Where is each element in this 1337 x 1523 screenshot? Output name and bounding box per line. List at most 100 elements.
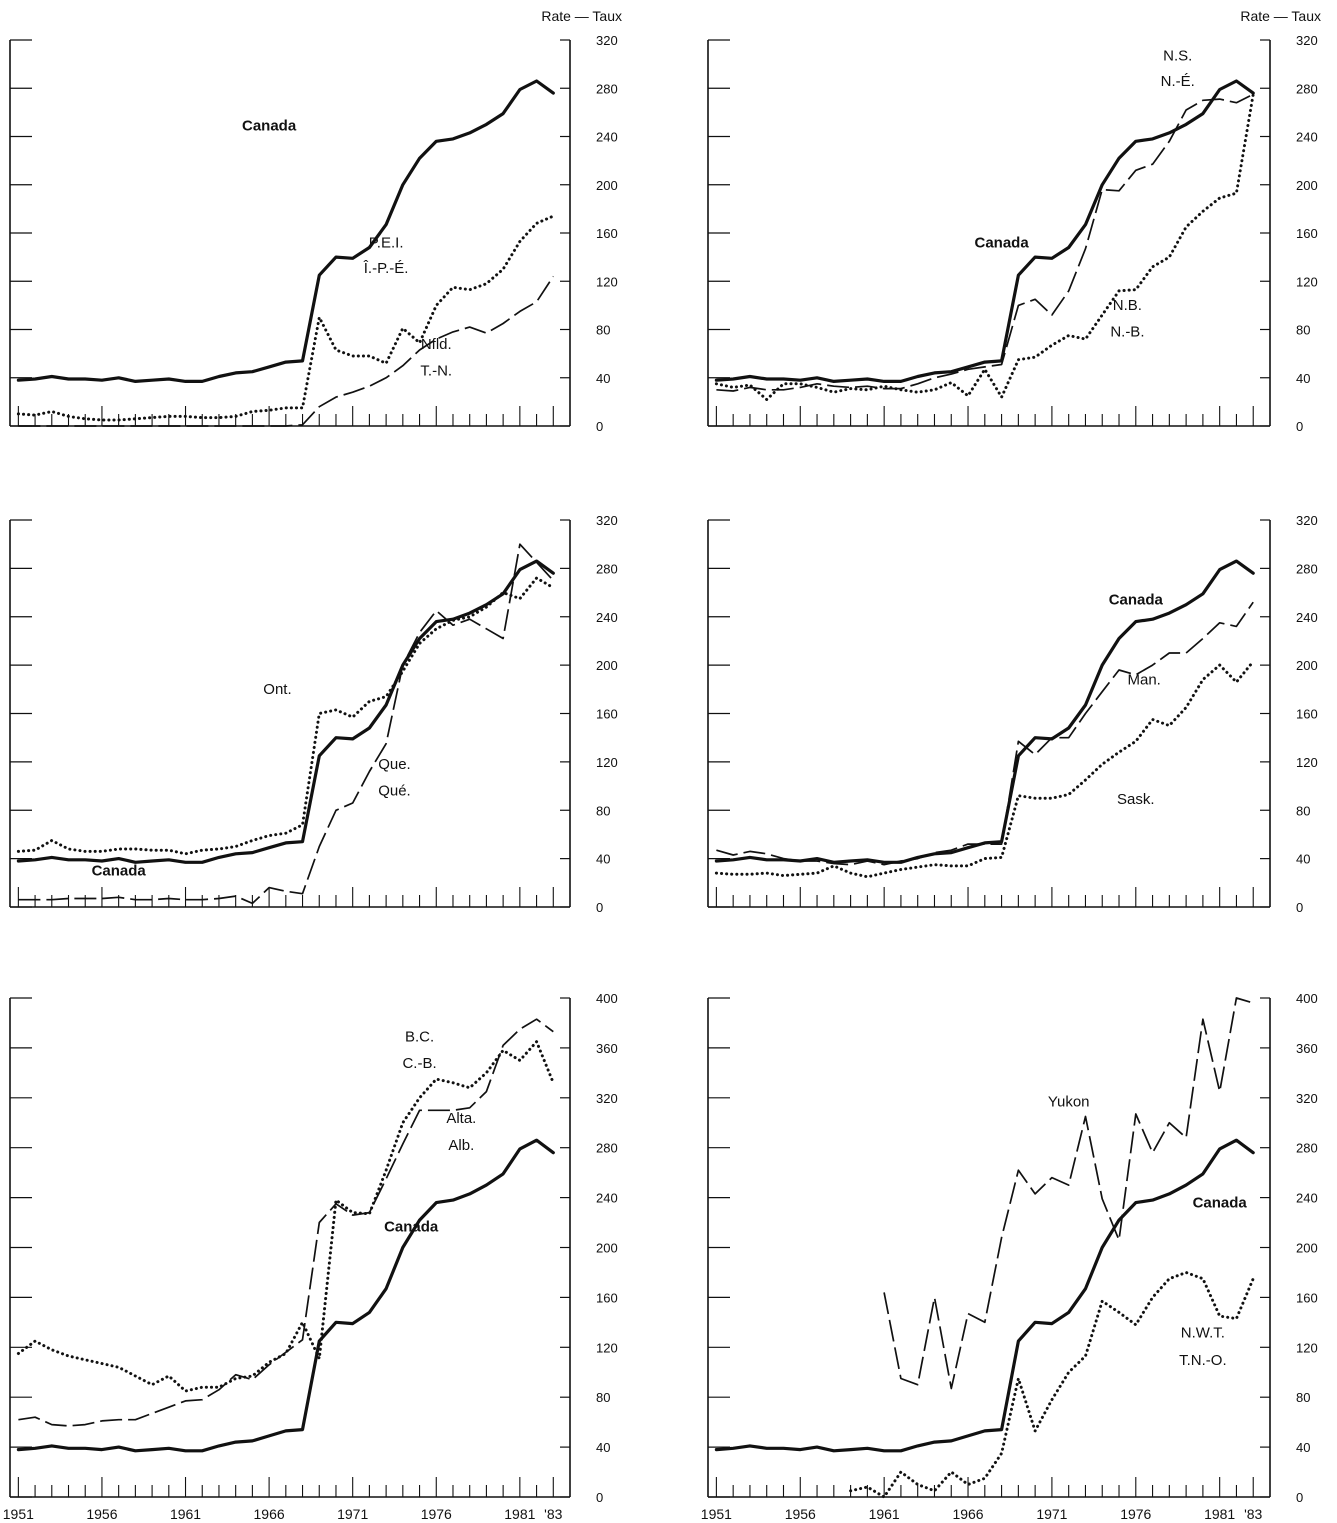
y-tick-label: 320 <box>1296 33 1318 48</box>
y-tick-label: 40 <box>1296 852 1310 867</box>
y-tick-label: 360 <box>1296 1041 1318 1056</box>
series-label: Yukon <box>1048 1094 1090 1111</box>
series-line-dotted <box>849 1271 1255 1499</box>
x-tick-label: 1956 <box>86 1506 117 1522</box>
y-tick-label: 200 <box>1296 658 1318 673</box>
y-tick-label: 120 <box>596 755 618 770</box>
y-tick-label: 0 <box>596 900 603 915</box>
series-label: Qué. <box>378 783 411 800</box>
y-tick-label: 80 <box>1296 803 1310 818</box>
series-label: T.N.-O. <box>1179 1352 1227 1369</box>
y-tick-label: 0 <box>1296 419 1303 434</box>
x-tick-label: '83 <box>544 1506 562 1522</box>
chart-panel-4: 0 40 80 120 160 200 240 280 320 Canada Man. Sask. <box>707 513 1318 915</box>
y-tick-label: 40 <box>596 852 610 867</box>
y-tick-label: 160 <box>1296 707 1318 722</box>
y-tick-label: 280 <box>1296 561 1318 576</box>
series-label: N.-É. <box>1161 73 1195 90</box>
chart-panel-6: 0 40 80 120 160 200 240 280 320 360 400 1951 1956 196… <box>701 991 1318 1522</box>
x-tick-label: 1956 <box>785 1506 816 1522</box>
chart-panel-5: 0 40 80 120 160 200 240 280 320 360 400 1951 1956 196… <box>3 991 618 1522</box>
series-label: C.-B. <box>402 1055 436 1072</box>
series-line-dotted <box>16 1040 555 1393</box>
y-tick-label: 200 <box>596 178 618 193</box>
series-label: P.E.I. <box>369 234 404 251</box>
y-tick-label: 120 <box>1296 755 1318 770</box>
series-label: Sask. <box>1117 791 1155 808</box>
y-tick-label: 400 <box>1296 991 1318 1006</box>
y-tick-label: 280 <box>1296 1141 1318 1156</box>
y-tick-label: 200 <box>1296 1241 1318 1256</box>
x-tick-label: 1971 <box>337 1506 368 1522</box>
x-tick-label: 1976 <box>1120 1506 1151 1522</box>
y-tick-label: 120 <box>1296 274 1318 289</box>
x-tick-label: 1981 <box>504 1506 535 1522</box>
series-label: N.S. <box>1163 48 1192 65</box>
series-line-solid <box>714 1138 1255 1453</box>
y-tick-label: 120 <box>596 1340 618 1355</box>
y-tick-label: 240 <box>1296 1191 1318 1206</box>
y-tick-label: 0 <box>596 419 603 434</box>
series-line-dashed <box>18 1018 554 1427</box>
series-label: Ont. <box>263 681 291 698</box>
y-tick-label: 80 <box>596 1390 610 1405</box>
series-line-dotted <box>714 92 1255 401</box>
y-tick-label: 400 <box>596 991 618 1006</box>
x-tick-label: 1966 <box>952 1506 983 1522</box>
series-line-solid <box>714 79 1255 383</box>
x-tick-label: '83 <box>1244 1506 1262 1522</box>
x-tick-label: 1966 <box>254 1506 285 1522</box>
x-tick-label: 1981 <box>1204 1506 1235 1522</box>
series-label: Man. <box>1127 671 1160 688</box>
series-line-dotted <box>714 660 1255 879</box>
y-tick-label: 320 <box>596 33 618 48</box>
y-tick-label: 280 <box>596 81 618 96</box>
y-tick-label: 120 <box>596 274 618 289</box>
y-tick-label: 200 <box>596 658 618 673</box>
y-tick-label: 40 <box>1296 371 1310 386</box>
y-tick-label: 360 <box>596 1041 618 1056</box>
y-tick-label: 80 <box>596 803 610 818</box>
series-line-solid <box>16 79 555 383</box>
series-label: N.W.T. <box>1181 1324 1225 1341</box>
y-tick-label: 160 <box>1296 226 1318 241</box>
series-line-dashed <box>716 601 1254 866</box>
y-tick-label: 120 <box>1296 1340 1318 1355</box>
y-tick-label: 160 <box>1296 1290 1318 1305</box>
series-label: Alta. <box>446 1110 476 1127</box>
y-tick-label: 160 <box>596 707 618 722</box>
chart-panel-1: 0 40 80 120 160 200 240 280 320 Canada P.E.I. Î.-P.… <box>9 33 618 434</box>
y-tick-label: 0 <box>1296 1490 1303 1505</box>
y-tick-label: 80 <box>1296 323 1310 338</box>
series-label: Canada <box>92 863 147 880</box>
y-tick-label: 160 <box>596 226 618 241</box>
series-label: T.-N. <box>420 362 452 379</box>
series-label: Canada <box>1193 1195 1248 1212</box>
series-label: Canada <box>1109 592 1164 609</box>
y-tick-label: 280 <box>1296 81 1318 96</box>
y-tick-label: 320 <box>1296 1091 1318 1106</box>
y-tick-label: 320 <box>596 1091 618 1106</box>
y-tick-label: 40 <box>596 1440 610 1455</box>
y-tick-label: 200 <box>1296 178 1318 193</box>
x-tick-label: 1971 <box>1036 1506 1067 1522</box>
series-line-dashed <box>18 275 555 427</box>
series-line-solid <box>714 559 1255 864</box>
y-tick-label: 200 <box>596 1241 618 1256</box>
y-tick-label: 40 <box>1296 1440 1310 1455</box>
chart-panel-3: 0 40 80 120 160 200 240 280 320 Ont. Que. Qué. Canad… <box>9 513 618 915</box>
x-tick-label: 1951 <box>701 1506 732 1522</box>
y-tick-label: 160 <box>596 1290 618 1305</box>
series-label: Alb. <box>448 1137 474 1154</box>
series-line-dashed <box>883 997 1254 1390</box>
y-tick-label: 240 <box>1296 130 1318 145</box>
series-label: Canada <box>974 234 1029 251</box>
y-tick-label: 320 <box>1296 513 1318 528</box>
y-tick-label: 80 <box>1296 1390 1310 1405</box>
y-tick-label: 40 <box>596 371 610 386</box>
y-tick-label: 0 <box>596 1490 603 1505</box>
series-label: Canada <box>384 1218 439 1235</box>
series-label: Que. <box>378 756 411 773</box>
rate-axis-label: Rate — Taux <box>541 8 622 24</box>
